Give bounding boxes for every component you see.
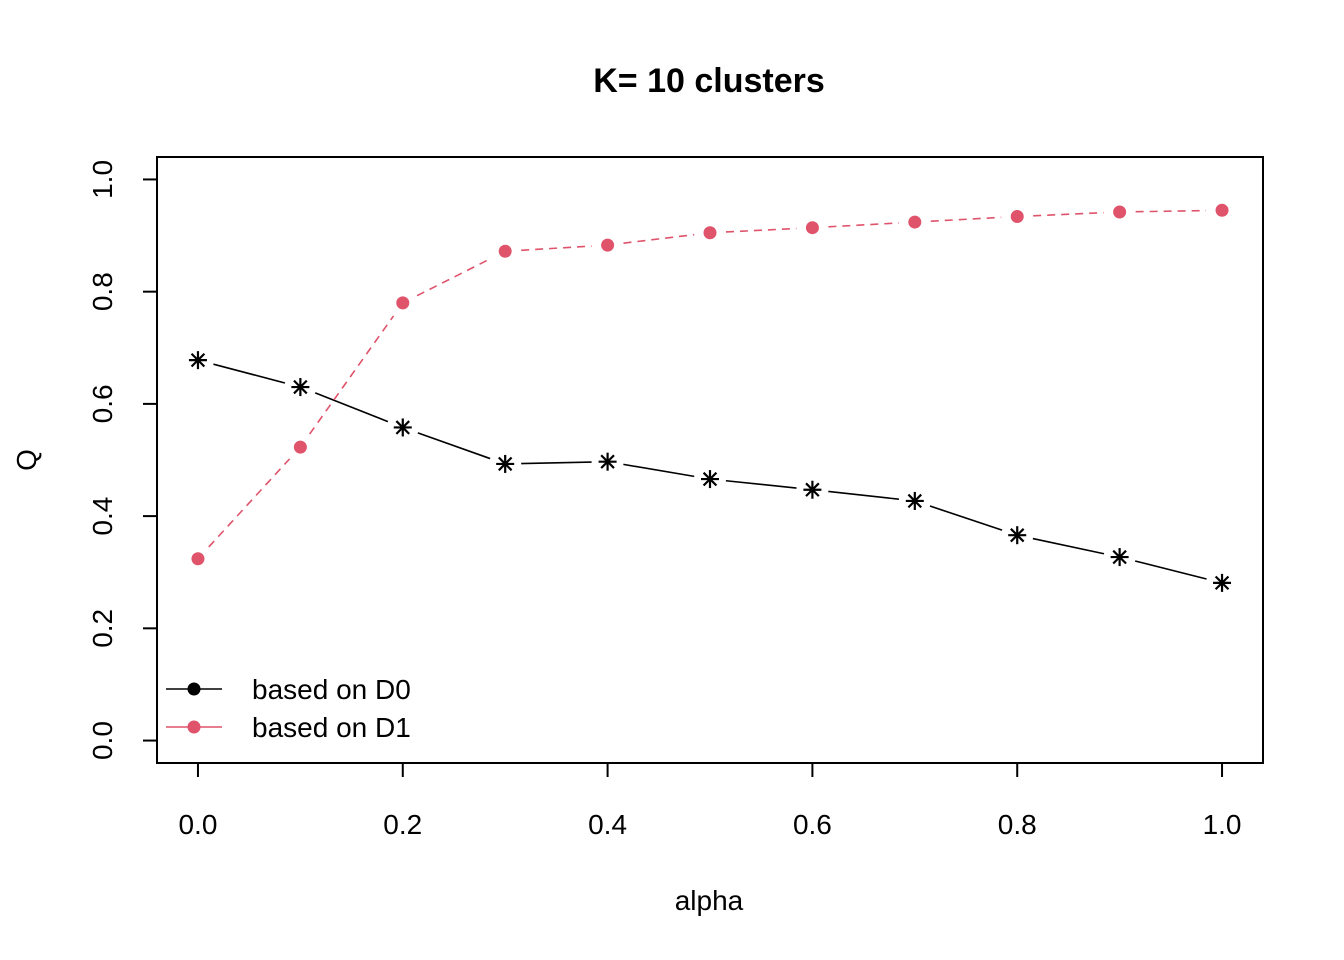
data-point-asterisk — [803, 480, 822, 499]
series-segment — [416, 257, 492, 297]
series-segment — [1033, 211, 1104, 217]
series-based-on-d0 — [188, 351, 1232, 592]
data-point-dot — [805, 221, 819, 235]
x-axis-label: alpha — [675, 885, 744, 916]
data-point-dot — [1113, 205, 1127, 219]
y-tick-label: 1.0 — [87, 160, 118, 199]
series-segment — [308, 315, 395, 435]
x-tick-label: 1.0 — [1203, 809, 1242, 840]
data-point-dot — [703, 226, 717, 240]
legend-label: based on D1 — [252, 712, 411, 743]
series-segment — [623, 233, 695, 244]
series-based-on-d1 — [191, 203, 1229, 566]
y-tick-label: 0.4 — [87, 497, 118, 536]
data-point-asterisk — [188, 351, 207, 370]
data-point-dot — [601, 238, 615, 252]
y-tick-label: 0.6 — [87, 384, 118, 423]
series-segment — [828, 222, 899, 228]
series-segment — [213, 363, 286, 384]
x-tick-label: 0.8 — [998, 809, 1037, 840]
series-segment — [623, 463, 695, 478]
y-axis-label: Q — [11, 449, 42, 471]
data-point-asterisk — [1110, 548, 1129, 567]
legend-item: based on D1 — [166, 712, 411, 743]
x-tick-label: 0.0 — [178, 809, 217, 840]
series-segment — [521, 461, 592, 465]
series-segment — [930, 216, 1002, 223]
data-point-asterisk — [905, 491, 924, 510]
data-point-asterisk — [1008, 526, 1027, 545]
data-point-dot — [1010, 209, 1024, 223]
data-point-dot — [191, 552, 205, 566]
data-point-dot — [498, 244, 512, 258]
series-segment — [1032, 537, 1105, 555]
data-point-asterisk — [393, 418, 412, 437]
x-tick-label: 0.4 — [588, 809, 627, 840]
series-segment — [725, 227, 797, 233]
legend-item: based on D0 — [166, 674, 411, 705]
x-axis: 0.0 0.2 0.4 0.6 0.8 1.0 — [178, 762, 1242, 840]
x-tick-label: 0.2 — [383, 809, 422, 840]
chart-title: K= 10 clusters — [593, 62, 825, 100]
data-point-asterisk — [598, 452, 617, 471]
data-point-dot — [293, 440, 307, 454]
legend-marker — [187, 682, 201, 696]
legend-label: based on D0 — [252, 674, 411, 705]
data-point-asterisk — [701, 470, 719, 489]
y-tick-label: 0.0 — [87, 721, 118, 760]
series-segment — [1135, 209, 1207, 213]
data-point-dot — [396, 296, 410, 310]
series-layer — [188, 203, 1232, 592]
plot-frame — [156, 156, 1264, 764]
series-segment — [314, 392, 389, 423]
legend: based on D0 based on D1 — [166, 674, 411, 743]
data-point-dot — [908, 215, 922, 229]
x-tick-label: 0.6 — [793, 809, 832, 840]
data-point-asterisk — [496, 454, 515, 473]
data-point-asterisk — [1213, 573, 1232, 592]
data-point-asterisk — [291, 378, 310, 397]
series-segment — [521, 245, 592, 252]
series-segment — [929, 505, 1003, 531]
series-segment — [828, 490, 899, 501]
series-segment — [725, 479, 797, 489]
legend-marker — [187, 720, 201, 734]
y-tick-label: 0.8 — [87, 272, 118, 311]
y-tick-label: 0.2 — [87, 609, 118, 648]
series-segment — [417, 432, 491, 460]
y-axis: 0.0 0.2 0.4 0.6 0.8 1.0 — [87, 160, 158, 760]
series-segment — [208, 458, 291, 548]
series-segment — [1134, 560, 1207, 580]
data-point-dot — [1215, 203, 1229, 217]
